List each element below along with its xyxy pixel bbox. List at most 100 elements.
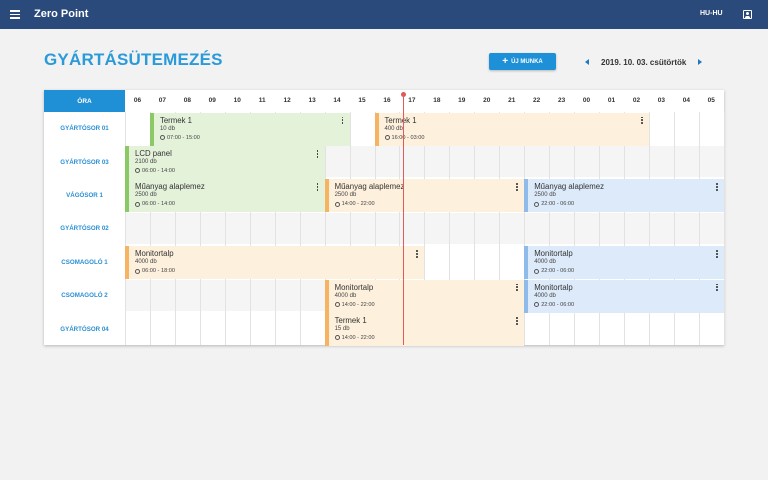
job-quantity: 15 db [334, 325, 350, 332]
grid-line [499, 112, 501, 345]
hour-label: 09 [208, 97, 216, 104]
previous-day-icon[interactable] [585, 59, 589, 65]
job-quantity: 2100 db [135, 158, 157, 165]
production-line-label[interactable]: GYÁRTÓSOR 02 [60, 225, 109, 233]
job-status-bar [374, 112, 379, 146]
grid-line [474, 112, 476, 345]
clock-icon [334, 201, 340, 207]
job-time-text: 06:00 - 18:00 [142, 268, 175, 275]
job-status-bar [125, 246, 129, 280]
job-block[interactable]: Monitortalp 4000 db 06:00 - 18:00 [125, 246, 425, 280]
job-block[interactable]: Termek 1 10 db 07:00 - 15:00 [149, 112, 350, 146]
more-vert-icon[interactable] [715, 250, 719, 259]
top-app-bar: Zero Point HU-HU [0, 0, 768, 29]
job-time: 14:00 - 22:00 [334, 301, 375, 308]
grid-line [274, 112, 276, 345]
hour-label: 22 [533, 97, 541, 104]
job-block[interactable]: Műanyag alaplemez 2500 db 14:00 - 22:00 [324, 179, 525, 213]
schedule-grid: ÓRA 06 07 08 09 10 11 12 13 14 15 16 17 18 19 20 21 22 23… [44, 90, 725, 346]
job-quantity: 10 db [159, 125, 175, 132]
more-vert-icon[interactable] [316, 149, 320, 159]
job-time-text: 16:00 - 03:00 [391, 134, 425, 141]
grid-line [249, 112, 251, 345]
clock-icon [334, 302, 340, 307]
job-status-bar [125, 179, 129, 213]
current-time-line [403, 92, 404, 345]
production-line-label[interactable]: GYÁRTÓSOR 03 [60, 158, 109, 166]
job-block[interactable]: Monitortalp 4000 db 22:00 - 06:00 [524, 246, 724, 280]
job-block[interactable]: Termek 1 400 db 16:00 - 03:00 [374, 112, 649, 146]
job-quantity: 400 db [384, 125, 403, 132]
grid-line [673, 112, 675, 345]
hour-label: 21 [508, 97, 516, 104]
job-block[interactable]: LCD panel 2100 db 06:00 - 14:00 [125, 145, 325, 179]
production-line-label[interactable]: CSOMAGOLÓ 1 [61, 258, 108, 266]
hour-label: 08 [183, 97, 191, 104]
production-line-label[interactable]: CSOMAGOLÓ 2 [61, 292, 108, 300]
job-time-text: 22:00 - 06:00 [541, 268, 575, 275]
more-vert-icon[interactable] [516, 316, 519, 326]
grid-line [349, 112, 351, 345]
production-line-label[interactable]: GYÁRTÓSOR 01 [60, 125, 109, 133]
next-day-icon[interactable] [698, 59, 703, 65]
job-block[interactable]: Műanyag alaplemez 2500 db 22:00 - 06:00 [524, 179, 724, 213]
grid-line [125, 112, 126, 345]
job-time: 14:00 - 22:00 [334, 201, 375, 207]
grid-line [698, 112, 700, 345]
hour-label: 13 [308, 97, 316, 104]
grid-line [574, 112, 576, 345]
hour-label: 15 [358, 97, 366, 104]
hour-label: 20 [483, 97, 491, 104]
more-vert-icon[interactable] [715, 183, 719, 192]
hour-label: 18 [433, 97, 441, 104]
hour-label: 11 [258, 97, 266, 104]
clock-icon [384, 135, 390, 140]
new-job-button[interactable]: + ÚJ MUNKA [489, 53, 556, 70]
job-status-bar [524, 279, 529, 313]
more-vert-icon[interactable] [640, 116, 644, 126]
clock-icon [534, 201, 540, 207]
page-title: GYÁRTÁSÜTEMEZÉS [44, 50, 223, 69]
more-vert-icon[interactable] [516, 183, 519, 192]
more-vert-icon[interactable] [715, 283, 719, 293]
more-vert-icon[interactable] [316, 183, 320, 192]
menu-icon[interactable] [10, 10, 20, 19]
hour-column-header: ÓRA [44, 90, 125, 112]
job-quantity: 4000 db [534, 259, 556, 266]
grid-line [524, 112, 526, 345]
job-block[interactable]: Monitortalp 4000 db 22:00 - 06:00 [524, 279, 724, 313]
job-status-bar [324, 179, 329, 213]
more-vert-icon[interactable] [416, 250, 419, 259]
hour-label: 07 [158, 97, 166, 104]
job-time: 07:00 - 15:00 [159, 135, 200, 141]
job-time-text: 14:00 - 22:00 [341, 301, 375, 308]
job-block[interactable]: Műanyag alaplemez 2500 db 06:00 - 14:00 [125, 179, 325, 213]
more-vert-icon[interactable] [341, 116, 345, 126]
job-time: 22:00 - 06:00 [534, 302, 574, 308]
job-quantity: 4000 db [534, 292, 556, 299]
job-status-bar [324, 312, 329, 346]
job-block[interactable]: Monitortalp 4000 db 14:00 - 22:00 [324, 279, 525, 313]
hour-label: 10 [233, 97, 241, 104]
job-name: Műanyag alaplemez [334, 182, 405, 192]
grid-line [324, 112, 326, 345]
account-box-icon[interactable] [743, 10, 752, 19]
job-time-text: 06:00 - 14:00 [142, 167, 175, 174]
locale-selector[interactable]: HU-HU [700, 10, 723, 17]
production-line-label[interactable]: VÁGÓSOR 1 [66, 191, 103, 199]
job-block[interactable]: Termek 1 15 db 14:00 - 22:00 [324, 312, 525, 346]
plus-icon: + [502, 55, 509, 67]
app-title: Zero Point [34, 8, 89, 20]
clock-icon [135, 268, 140, 274]
job-name: Termek 1 [334, 315, 367, 325]
hour-label: 17 [408, 97, 416, 104]
grid-line [149, 112, 151, 345]
hour-label: 02 [632, 97, 641, 104]
hour-label: 01 [607, 97, 616, 104]
job-time-text: 22:00 - 06:00 [541, 201, 575, 208]
more-vert-icon[interactable] [516, 283, 519, 293]
job-quantity: 4000 db [135, 259, 157, 266]
production-line-label[interactable]: GYÁRTÓSOR 04 [60, 325, 109, 333]
clock-icon [159, 135, 165, 140]
grid-line [424, 112, 426, 345]
